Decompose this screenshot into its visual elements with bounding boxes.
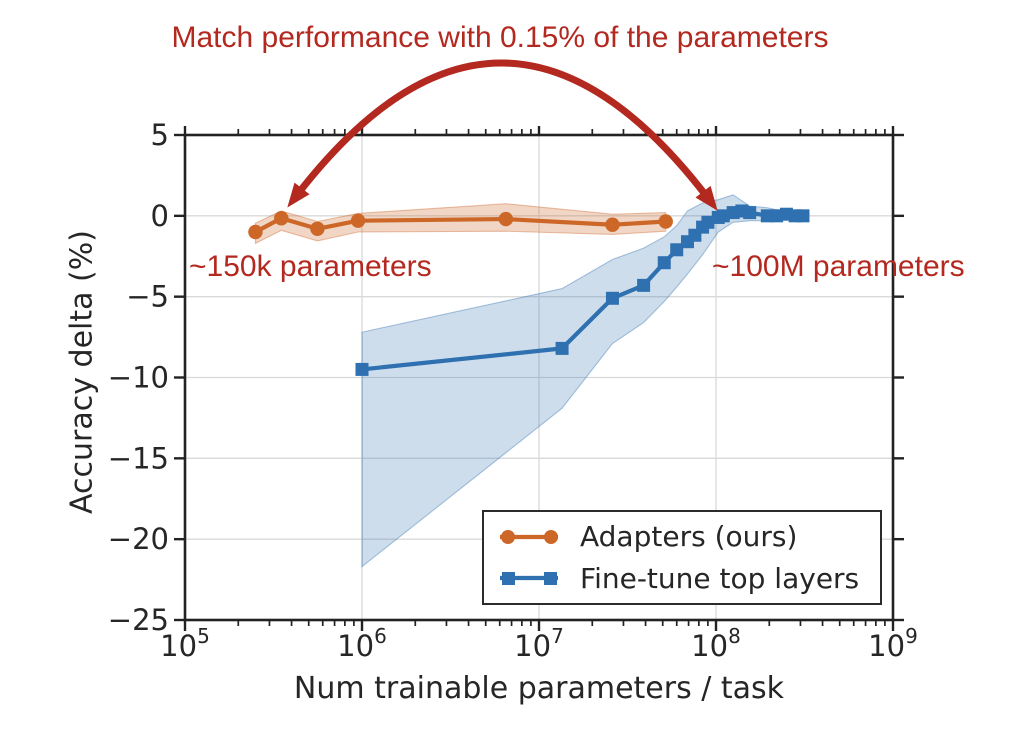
svg-text:−25: −25 [108,603,169,637]
svg-text:106: 106 [337,624,387,663]
annotation-arrow [287,59,718,211]
svg-text:−20: −20 [108,522,169,556]
svg-text:0: 0 [151,199,169,233]
series-0-line [248,211,673,240]
svg-text:107: 107 [514,624,564,663]
svg-text:−5: −5 [126,280,169,314]
x-axis-label: Num trainable parameters / task [293,671,785,706]
legend-item-adapters: Adapters (ours) [497,520,880,554]
axis-ticks [174,126,904,631]
annotation-right-label: ~100M parameters [712,250,965,283]
legend-label-finetune: Fine-tune top layers [580,561,860,595]
svg-text:5: 5 [151,118,169,152]
legend: Adapters (ours) Fine-tune top layers [482,510,882,605]
series-1-line [355,204,810,376]
svg-text:108: 108 [691,624,741,663]
legend-swatch-finetune-icon [500,572,558,586]
svg-text:109: 109 [868,624,918,663]
legend-label-adapters: Adapters (ours) [580,520,798,554]
annotation-left-label: ~150k parameters [189,250,432,283]
legend-swatch-adapters-icon [500,529,558,544]
svg-text:−10: −10 [108,361,169,395]
svg-text:−15: −15 [108,441,169,475]
annotation-title: Match performance with 0.15% of the para… [171,21,829,54]
legend-item-finetune: Fine-tune top layers [497,561,880,595]
y-axis-label: Accuracy delta (%) [64,230,100,514]
